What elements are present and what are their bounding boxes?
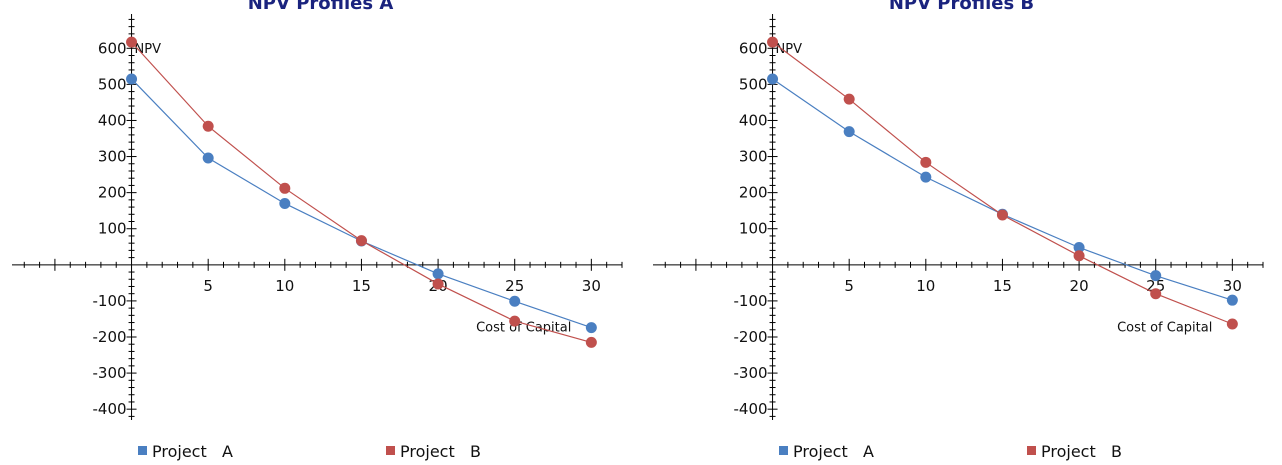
legend-swatch [779,446,788,455]
data-point [843,93,855,105]
data-point [509,315,521,327]
data-point [126,73,138,85]
x-tick-label: 25 [1146,277,1165,295]
data-point [202,120,214,132]
y-tick-label: 300 [98,148,127,166]
y-tick-label: 600 [98,39,127,57]
series-line [131,41,592,343]
y-tick-label: 500 [739,75,768,93]
chart-panel-b: NPV Profiles B 5 10 15 20 25 30 -400 -300 -200 -1… [641,0,1282,465]
y-tick-label: 200 [98,184,127,202]
data-point [767,36,779,48]
data-point [355,235,367,247]
data-point [920,171,932,183]
legend-label: Project B [1041,442,1122,461]
y-tick-label: 200 [739,184,768,202]
data-point [585,322,597,334]
y-tick-label: 100 [98,220,127,238]
x-axis-title: Cost of Capital [476,321,571,336]
chart-title: NPV Profiles B [888,0,1035,14]
npv-chart: 51015202530-400-300-200-1001002003004005… [12,14,623,461]
data-point [279,182,291,194]
chart-title: NPV Profiles A [247,0,394,14]
y-tick-label: 600 [739,39,768,57]
data-point [767,73,779,85]
data-point [585,336,597,348]
y-tick-label: -200 [93,328,127,346]
y-tick-label: 400 [98,111,127,129]
legend-label: Project B [400,442,481,461]
x-tick-label: 20 [1070,277,1089,295]
data-point [920,156,932,168]
y-tick-label: -300 [93,364,127,382]
x-tick-label: 30 [1223,277,1242,295]
y-tick-label: -100 [93,292,127,310]
data-point [996,209,1008,221]
y-tick-label: -200 [734,328,768,346]
legend-swatch [1027,446,1036,455]
y-tick-label: -400 [734,400,768,418]
legend-swatch [386,446,395,455]
data-point [279,197,291,209]
x-tick-label: 5 [844,277,854,295]
npv-chart: 5 10 15 20 25 30 -400 -300 -200 -100 100 200 300 400 5… [653,14,1264,461]
legend-label: Project A [152,442,233,461]
y-tick-label: -400 [93,400,127,418]
data-point [1150,288,1162,300]
y-tick-label: 400 [739,111,768,129]
x-tick-label: 5 [203,277,213,295]
x-tick-label: 10 [275,277,294,295]
data-point [432,278,444,290]
x-tick-label: 25 [505,277,524,295]
y-tick-label: 100 [739,220,768,238]
data-point [1073,241,1085,253]
data-point [432,268,444,280]
x-tick-label: 15 [993,277,1012,295]
y-axis-title: NPV [776,42,803,57]
data-point [202,152,214,164]
chart-panel-a: NPV Profiles A 51015202530-400-300-200-1… [12,0,623,461]
legend-swatch [138,446,147,455]
data-point [1226,294,1238,306]
y-tick-label: -300 [734,364,768,382]
data-point [1150,270,1162,282]
x-tick-label: 30 [582,277,601,295]
x-tick-label: 10 [916,277,935,295]
y-tick-label: 300 [739,148,768,166]
data-point [126,36,138,48]
legend-label: Project A [793,442,874,461]
x-axis-title: Cost of Capital [1117,321,1212,336]
y-tick-label: -100 [734,292,768,310]
data-point [509,295,521,307]
data-point [1073,250,1085,262]
x-tick-label: 15 [352,277,371,295]
data-point [1226,318,1238,330]
data-point [843,126,855,138]
y-tick-label: 500 [98,75,127,93]
